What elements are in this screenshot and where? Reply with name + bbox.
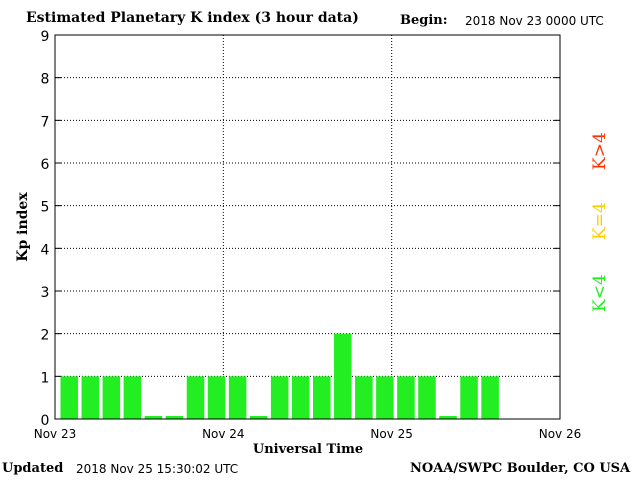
kp-bar — [249, 416, 268, 419]
kp-bar — [228, 376, 247, 419]
x-axis-label: Universal Time — [253, 442, 363, 457]
updated-label: Updated — [2, 461, 64, 476]
y-tick-label: 6 — [41, 157, 50, 173]
kp-bar — [291, 376, 310, 419]
legend-k-less-4: K<4 — [590, 274, 610, 312]
kp-bar — [313, 376, 331, 419]
y-tick-label: 9 — [41, 29, 50, 45]
y-tick-label: 0 — [41, 413, 50, 429]
begin-value: 2018 Nov 23 0000 UTC — [465, 14, 604, 28]
begin-label: Begin: — [400, 13, 448, 28]
kp-bar — [376, 376, 394, 419]
kp-bar — [334, 333, 352, 419]
kp-bar — [81, 376, 100, 419]
kp-bar — [481, 376, 499, 419]
kp-bar — [165, 416, 184, 419]
kp-bar — [144, 416, 163, 419]
kp-bar — [439, 416, 457, 419]
y-tick-label: 7 — [41, 114, 50, 130]
plot-frame — [54, 34, 561, 420]
kp-bar — [418, 376, 436, 419]
chart-labels: 0 1 2 3 4 5 6 7 8 9 Nov 23 Nov 24 Nov 25 Nov 26 Univer… — [15, 29, 581, 457]
chart-grid — [55, 35, 560, 419]
y-tick-label: 2 — [41, 328, 50, 344]
x-tick-label: Nov 24 — [202, 427, 245, 441]
y-tick-label: 3 — [41, 285, 50, 301]
y-tick-label: 4 — [41, 242, 50, 258]
chart-bars — [60, 333, 499, 419]
updated-value: 2018 Nov 25 15:30:02 UTC — [76, 462, 239, 476]
legend-k-equal-4: K=4 — [590, 202, 610, 240]
y-axis-label: Kp index — [15, 192, 31, 262]
kp-bar — [186, 376, 205, 419]
x-tick-label: Nov 25 — [370, 427, 413, 441]
kp-bar — [60, 376, 79, 419]
kp-bar — [355, 376, 373, 419]
x-tick-label: Nov 26 — [539, 427, 582, 441]
legend-k-greater-4: K>4 — [590, 132, 610, 170]
y-tick-label: 5 — [41, 200, 50, 216]
chart-ticks — [55, 34, 560, 420]
kp-bar — [207, 376, 226, 419]
source-credit: NOAA/SWPC Boulder, CO USA — [410, 461, 631, 476]
y-tick-label: 8 — [41, 72, 50, 88]
kp-bar — [397, 376, 415, 419]
kp-bar — [123, 376, 142, 419]
y-tick-label: 1 — [41, 370, 50, 386]
kp-bar — [102, 376, 121, 419]
kp-bar — [270, 376, 289, 419]
x-tick-label: Nov 23 — [34, 427, 77, 441]
kp-bar — [460, 376, 478, 419]
chart-title: Estimated Planetary K index (3 hour data… — [26, 10, 359, 26]
